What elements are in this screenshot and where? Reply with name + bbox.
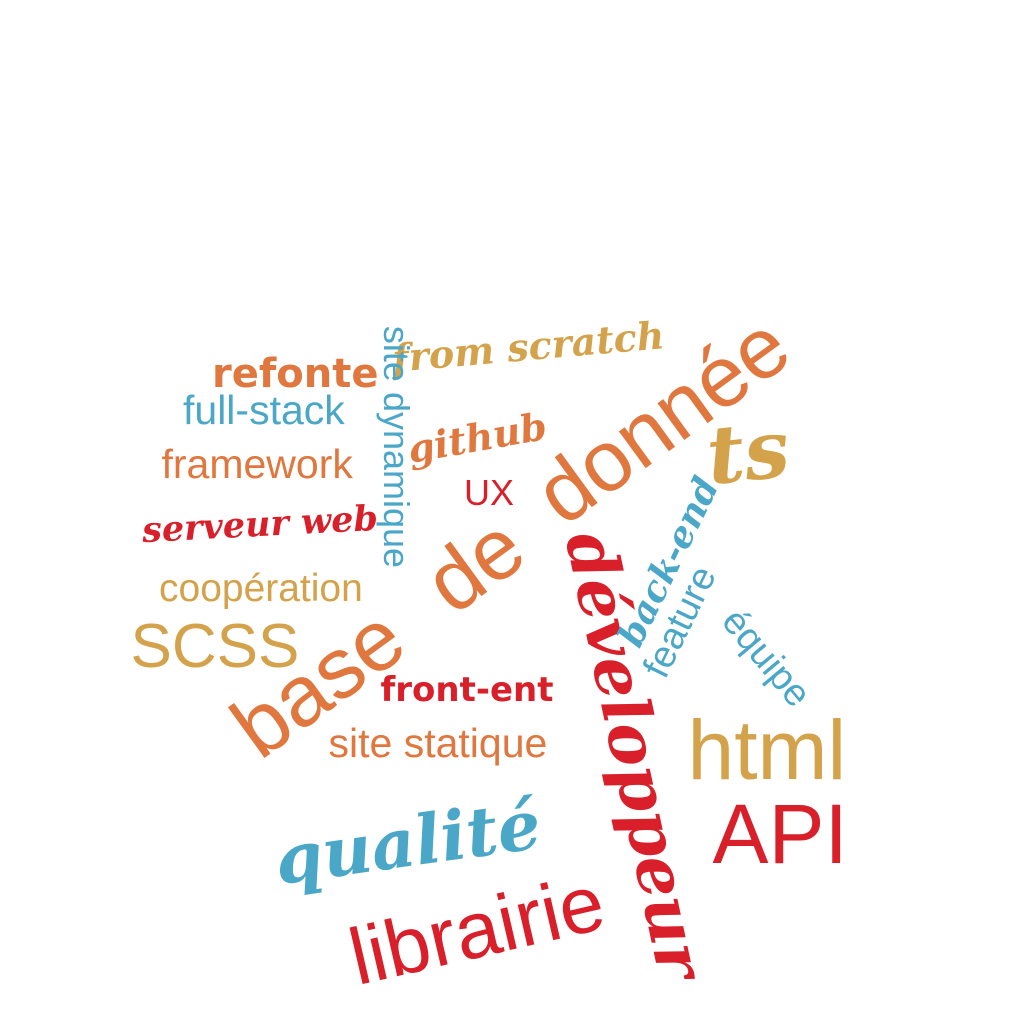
word-cooperation: coopération bbox=[159, 566, 363, 610]
word-framework: framework bbox=[161, 440, 353, 487]
word-full-stack: full-stack bbox=[183, 386, 345, 433]
word-equipe: équipe bbox=[713, 600, 819, 716]
word-de: de bbox=[407, 498, 542, 632]
word-ux: UX bbox=[464, 472, 515, 513]
word-site-dynamique: site dynamique bbox=[376, 325, 418, 569]
word-site-statique: site statique bbox=[328, 719, 548, 766]
word-front-ent: front-ent bbox=[380, 670, 554, 710]
word-html: html bbox=[687, 703, 847, 797]
word-scss: SCSS bbox=[130, 612, 300, 681]
word-serveur-web: serveur web bbox=[141, 497, 379, 551]
word-from-scratch: from scratch bbox=[390, 312, 666, 381]
word-refonte: refonte bbox=[212, 351, 379, 397]
word-api: API bbox=[712, 787, 848, 881]
